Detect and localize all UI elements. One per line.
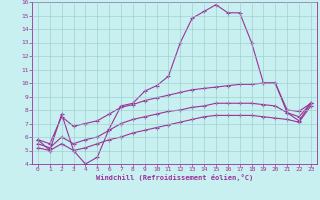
- X-axis label: Windchill (Refroidissement éolien,°C): Windchill (Refroidissement éolien,°C): [96, 174, 253, 181]
